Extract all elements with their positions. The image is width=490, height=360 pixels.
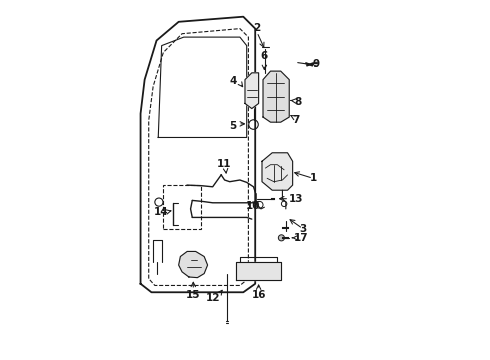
Circle shape <box>278 235 285 241</box>
Text: 9: 9 <box>313 59 320 69</box>
Text: 5: 5 <box>229 121 237 131</box>
Circle shape <box>267 89 274 97</box>
Polygon shape <box>263 71 289 122</box>
Polygon shape <box>179 251 208 278</box>
Text: 17: 17 <box>294 233 308 243</box>
Text: 10: 10 <box>246 201 261 211</box>
Text: 6: 6 <box>261 51 268 61</box>
Circle shape <box>277 100 284 107</box>
Text: 16: 16 <box>251 290 266 300</box>
Text: 14: 14 <box>154 207 168 217</box>
Polygon shape <box>237 262 281 280</box>
Text: 13: 13 <box>289 194 303 204</box>
Text: 1: 1 <box>309 173 317 183</box>
Polygon shape <box>262 153 293 190</box>
Text: 7: 7 <box>293 116 300 126</box>
Text: 2: 2 <box>253 23 261 33</box>
Text: 11: 11 <box>216 159 231 169</box>
Text: 8: 8 <box>295 97 302 107</box>
Text: 15: 15 <box>186 290 200 300</box>
Polygon shape <box>245 73 259 109</box>
Bar <box>163 185 201 229</box>
Text: 4: 4 <box>229 76 237 86</box>
Text: 3: 3 <box>299 224 306 234</box>
Text: 12: 12 <box>205 293 220 303</box>
